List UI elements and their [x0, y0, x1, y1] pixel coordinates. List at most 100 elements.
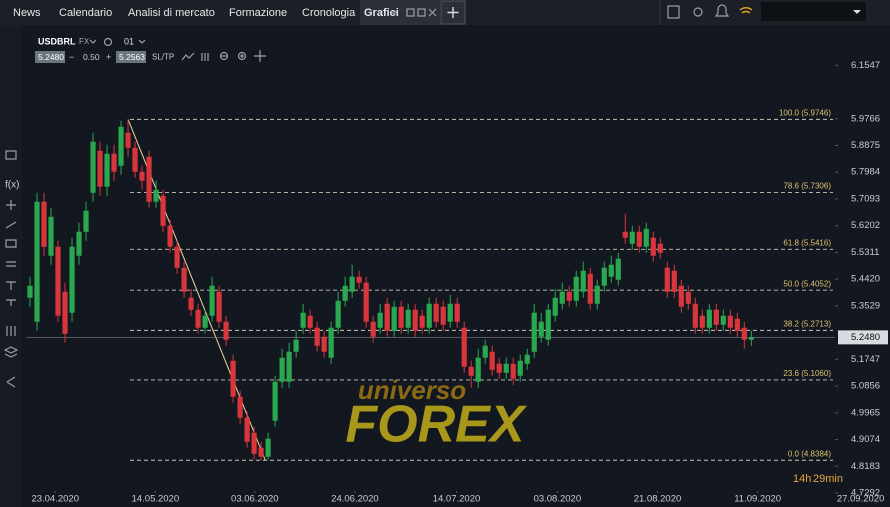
candle-body — [657, 243, 663, 253]
info-icon[interactable] — [103, 37, 113, 47]
candle-body — [664, 267, 670, 292]
candle-body — [188, 297, 194, 310]
candle-body — [720, 315, 726, 325]
x-tick-label: 24.06.2020 — [331, 494, 379, 505]
plus[interactable]: + — [106, 52, 111, 62]
symbol[interactable]: USDBRL — [38, 36, 76, 46]
candle-body — [601, 267, 607, 286]
candle-body — [279, 357, 285, 382]
candle-body — [384, 303, 390, 331]
candle-body — [510, 363, 516, 379]
candle-body — [461, 327, 467, 367]
chart-tools[interactable] — [181, 50, 266, 62]
y-tick-label: 5.5311 — [851, 247, 879, 258]
tab-close[interactable] — [428, 8, 437, 17]
layout-icon[interactable] — [667, 5, 680, 19]
y-tick-label: 4.7292 — [851, 488, 880, 499]
candle-body — [496, 363, 502, 373]
fib-label: 100.0 (5.9746) — [779, 108, 831, 117]
minus[interactable]: − — [69, 52, 74, 62]
candle-body — [174, 246, 180, 268]
candle-body — [685, 291, 691, 304]
candle-body — [223, 321, 229, 340]
candle-body — [55, 246, 61, 316]
last-price-label: 5.2480 — [851, 332, 880, 343]
fib-label: 38.2 (5.2713) — [783, 319, 831, 328]
candle-body — [475, 357, 481, 382]
tab-menu[interactable] — [390, 10, 398, 15]
y-tick-label: 5.8875 — [851, 140, 880, 151]
x-tick-label: 21.08.2020 — [634, 494, 682, 505]
candle-body — [636, 231, 642, 247]
candle-body — [503, 363, 509, 373]
candle-body — [83, 210, 89, 232]
candle-body — [608, 264, 614, 277]
candle-body — [377, 312, 383, 328]
candle-body — [706, 309, 712, 328]
candle-body — [132, 147, 138, 172]
candle-body — [111, 153, 117, 172]
tab-active[interactable]: Grafici — [364, 7, 399, 19]
candle-body — [181, 267, 187, 292]
plot: 6.1547 5.9766 5.8875 5.7984 5.7093 5.6202 5.53… — [26, 60, 888, 505]
timeframe-menu[interactable] — [138, 39, 146, 44]
candle-body — [405, 309, 411, 328]
x-tick-label: 14.07.2020 — [433, 494, 481, 505]
candle-body — [741, 327, 747, 340]
bid-box[interactable] — [35, 51, 65, 63]
candle-body — [615, 258, 621, 280]
tab[interactable]: Cronologia — [302, 7, 356, 19]
candle-body — [146, 156, 152, 202]
candle-body — [727, 315, 733, 328]
candle-body — [90, 141, 96, 193]
x-tick-label: 27.09.2020 — [837, 494, 885, 505]
tab[interactable]: Calendario — [59, 7, 112, 19]
tab[interactable]: Formazione — [229, 7, 287, 19]
candle-body — [216, 291, 222, 322]
candle-body — [202, 315, 208, 328]
fx-icon[interactable]: f(x) — [5, 180, 19, 191]
candle-body — [552, 297, 558, 316]
candle-body — [412, 309, 418, 331]
candle-body — [629, 231, 635, 244]
sltp[interactable]: SL/TP — [152, 53, 174, 62]
candle-body — [713, 309, 719, 325]
watermark: universo — [358, 375, 466, 405]
candle-body — [398, 306, 404, 328]
candle-body — [482, 345, 488, 358]
candle-body — [622, 231, 628, 238]
candle-body — [678, 285, 684, 307]
candle-body — [643, 228, 649, 247]
tab-max[interactable] — [417, 8, 426, 17]
candle-body — [580, 270, 586, 292]
fib-label: 0.0 (4.8384) — [788, 449, 831, 458]
spread: 0.50 — [83, 52, 100, 62]
candle-body — [125, 132, 131, 148]
candle-body — [48, 216, 54, 256]
settings-icon[interactable] — [693, 7, 703, 17]
sidebar-icons[interactable] — [3, 150, 19, 388]
y-tick-label: 5.6202 — [851, 220, 880, 231]
ask-box[interactable] — [116, 51, 146, 63]
bell-icon[interactable] — [714, 4, 730, 17]
tab-detach[interactable] — [406, 8, 415, 17]
candle-body — [391, 306, 397, 331]
y-tick-label: 4.8183 — [851, 461, 880, 472]
candle-body — [251, 432, 257, 454]
candle-body — [286, 351, 292, 382]
candle-body — [69, 246, 75, 313]
countdown-minutes: 29min — [813, 473, 843, 485]
account-box[interactable] — [761, 2, 866, 21]
tab[interactable]: News — [13, 7, 41, 19]
ask: 5.2563 — [119, 52, 145, 62]
timeframe[interactable]: 01 — [124, 36, 134, 46]
candle-body — [692, 303, 698, 328]
tab[interactable]: Analisi di mercato — [128, 7, 215, 19]
candle-body — [335, 300, 341, 328]
account-menu[interactable] — [853, 10, 861, 14]
candle-body — [524, 354, 530, 364]
candle-body — [468, 366, 474, 376]
symbol-menu[interactable] — [89, 39, 97, 44]
y-tick-label: 5.9766 — [851, 113, 880, 124]
